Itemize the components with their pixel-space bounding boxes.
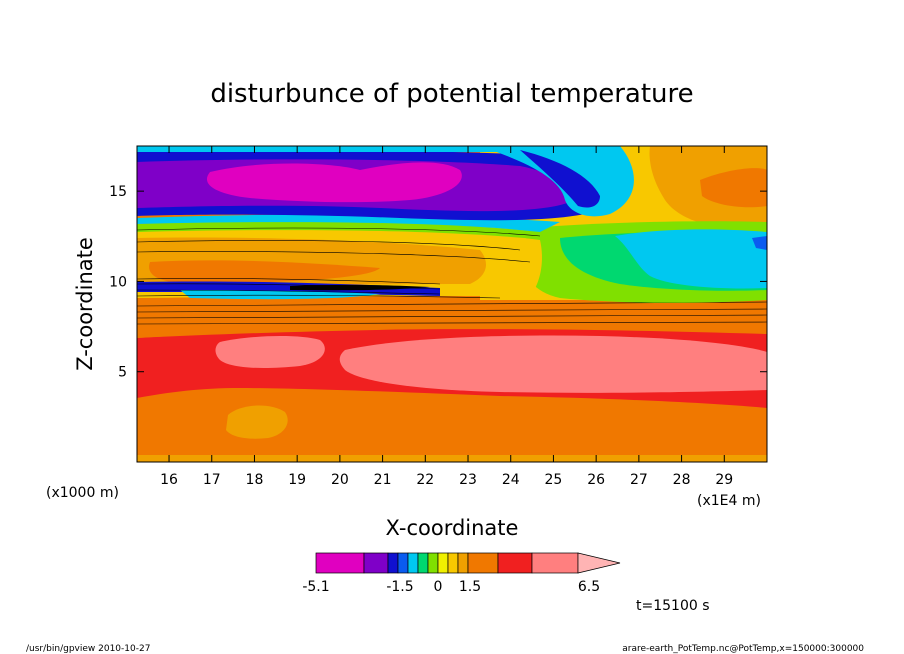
x-unit-right: (x1E4 m) <box>697 493 761 509</box>
colorbar-swatch <box>447 552 459 574</box>
contour-lines-mid <box>137 301 767 325</box>
contour-lines-z10 <box>137 227 541 299</box>
x-axis-label: X-coordinate <box>386 516 519 540</box>
region-pink-left <box>215 336 325 368</box>
colorbar-swatch <box>531 552 579 574</box>
x-tick-label: 22 <box>416 472 434 488</box>
colorbar-swatch <box>315 552 365 574</box>
colorbar-swatch <box>397 552 409 574</box>
time-label: t=15100 s <box>636 598 710 614</box>
region-bottom-edge <box>137 455 767 462</box>
region-blue-patch <box>752 236 767 250</box>
x-tick-label: 19 <box>288 472 306 488</box>
colorbar-swatch <box>363 552 389 574</box>
x-tick-label: 28 <box>673 472 691 488</box>
y-axis-label: Z-coordinate <box>73 237 97 371</box>
footer-left: /usr/bin/gpview 2010-10-27 <box>26 644 150 654</box>
colorbar-swatch <box>497 552 533 574</box>
colorbar-tick-label: -1.5 <box>386 579 413 595</box>
region-pink-right <box>339 335 767 393</box>
x-tick-label: 24 <box>502 472 520 488</box>
x-tick-label: 23 <box>459 472 477 488</box>
chart-title: disturbunce of potential temperature <box>210 79 693 109</box>
region-small-blob <box>226 405 288 439</box>
y-tick-label: 5 <box>118 365 127 381</box>
x-tick-label: 21 <box>374 472 392 488</box>
region-magenta-min <box>206 162 462 203</box>
x-unit-left: (x1000 m) <box>46 485 119 501</box>
x-tick-label: 18 <box>246 472 264 488</box>
colorbar-swatch <box>407 552 419 574</box>
colorbar-tick-label: 0 <box>434 579 443 595</box>
y-tick-label: 15 <box>109 184 127 200</box>
region-upper-band-deep <box>149 260 380 284</box>
region-top-right-blue <box>520 150 600 208</box>
colorbar-swatch <box>467 552 499 574</box>
plot-area <box>137 146 767 462</box>
region-upper-right-deep <box>700 168 767 208</box>
region-upper-orange <box>137 296 767 338</box>
x-tick-label: 26 <box>587 472 605 488</box>
y-tick-label: 10 <box>109 274 127 290</box>
x-tick-label: 27 <box>630 472 648 488</box>
y-axis: 15 10 5 <box>109 184 767 381</box>
x-tick-label: 17 <box>203 472 221 488</box>
x-tick-label: 20 <box>331 472 349 488</box>
region-black-layer-z10 <box>290 284 430 291</box>
colorbar-swatch <box>437 552 449 574</box>
x-tick-label: 25 <box>545 472 563 488</box>
colorbar-tick-label: -5.1 <box>302 579 329 595</box>
x-tick-label: 16 <box>160 472 178 488</box>
colorbar-tick-label: 6.5 <box>578 579 600 595</box>
colorbar-swatch <box>387 552 399 574</box>
plot-frame <box>136 145 768 463</box>
region-band-green <box>137 221 545 240</box>
footer-right: arare-earth_PotTemp.nc@PotTemp,x=150000:… <box>622 644 864 654</box>
region-cyan-layer-z10 <box>180 290 380 300</box>
colorbar-swatch <box>417 552 429 574</box>
x-axis: 16 17 18 19 20 21 22 23 24 25 26 27 28 29 <box>160 146 733 488</box>
region-cyan <box>615 229 767 289</box>
colorbar-tick-label: 1.5 <box>459 579 481 595</box>
x-tick-label: 29 <box>715 472 733 488</box>
region-top-strip <box>137 146 537 152</box>
colorbar-swatch <box>457 552 469 574</box>
colorbar-ticks: -5.1 -1.5 0 1.5 6.5 <box>302 579 600 595</box>
colorbar-swatch <box>427 552 439 574</box>
colorbar-arrow <box>577 552 621 574</box>
colorbar <box>315 552 621 574</box>
